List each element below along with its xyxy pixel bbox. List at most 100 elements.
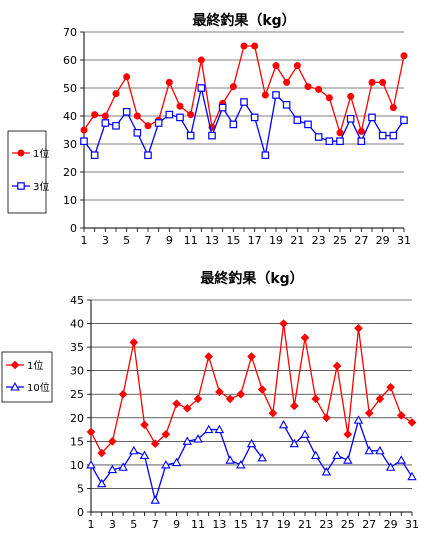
data-point-series-2 bbox=[112, 121, 120, 130]
y-tick-label: 0 bbox=[70, 222, 77, 235]
data-point-series-2 bbox=[80, 137, 88, 146]
data-point-series-1 bbox=[144, 122, 152, 130]
data-point-series-1 bbox=[133, 112, 141, 120]
data-point-series-1 bbox=[268, 408, 278, 418]
x-tick-label: 29 bbox=[384, 518, 398, 531]
data-point-series-2 bbox=[400, 116, 408, 125]
legend-swatch-marker bbox=[17, 149, 25, 157]
chart-title: 最終釣果（kg） bbox=[200, 270, 303, 287]
data-point-series-1 bbox=[204, 352, 214, 361]
x-tick-label: 13 bbox=[205, 234, 219, 247]
x-tick-label: 11 bbox=[191, 518, 205, 531]
data-point-series-1 bbox=[251, 42, 259, 50]
data-point-series-2 bbox=[150, 495, 160, 504]
x-tick-label: 17 bbox=[248, 234, 262, 247]
x-tick-label: 31 bbox=[397, 234, 411, 247]
x-tick-label: 7 bbox=[152, 518, 159, 531]
x-tick-label: 5 bbox=[123, 234, 130, 247]
x-tick-label: 21 bbox=[298, 518, 312, 531]
data-point-series-1 bbox=[379, 78, 387, 86]
data-point-series-2 bbox=[107, 464, 118, 474]
data-point-series-2 bbox=[346, 114, 355, 123]
data-point-series-1 bbox=[80, 126, 88, 134]
x-tick-label: 11 bbox=[184, 234, 198, 247]
x-tick-label: 1 bbox=[88, 518, 95, 531]
data-point-series-2 bbox=[218, 103, 227, 112]
data-point-series-2 bbox=[257, 452, 267, 462]
data-point-series-2 bbox=[122, 107, 131, 116]
y-tick-label: 70 bbox=[63, 26, 77, 39]
data-point-series-2 bbox=[86, 459, 96, 469]
legend-box bbox=[1, 351, 53, 403]
data-point-series-1 bbox=[322, 413, 331, 423]
x-tick-label: 15 bbox=[226, 234, 240, 247]
data-point-series-2 bbox=[261, 151, 270, 160]
data-point-series-1 bbox=[396, 411, 406, 420]
data-point-series-2 bbox=[368, 113, 376, 122]
y-tick-label: 15 bbox=[70, 435, 84, 448]
data-point-series-2 bbox=[90, 151, 99, 160]
y-tick-label: 30 bbox=[63, 138, 77, 151]
data-point-series-2 bbox=[197, 84, 206, 92]
data-point-series-2 bbox=[321, 467, 332, 476]
x-tick-label: 27 bbox=[362, 518, 376, 531]
data-point-series-2 bbox=[96, 478, 107, 488]
data-point-series-1 bbox=[215, 387, 224, 397]
data-point-series-2 bbox=[325, 137, 334, 146]
data-point-series-2 bbox=[343, 455, 353, 464]
x-tick-label: 1 bbox=[81, 234, 88, 247]
data-point-series-2 bbox=[250, 113, 259, 122]
data-point-series-1 bbox=[407, 418, 417, 427]
y-tick-label: 45 bbox=[70, 294, 84, 307]
y-tick-label: 5 bbox=[77, 482, 84, 495]
data-point-series-1 bbox=[97, 448, 107, 458]
data-point-series-2 bbox=[144, 151, 152, 160]
data-point-series-1 bbox=[389, 104, 397, 112]
y-tick-label: 20 bbox=[70, 412, 84, 425]
data-point-series-1 bbox=[325, 94, 333, 102]
data-point-series-2 bbox=[375, 445, 385, 455]
data-point-series-1 bbox=[343, 429, 353, 439]
data-point-series-2 bbox=[278, 419, 289, 429]
legend-label: 3位 bbox=[33, 180, 49, 193]
data-point-series-2 bbox=[182, 436, 193, 445]
data-point-series-1 bbox=[283, 78, 291, 86]
data-point-series-2 bbox=[407, 471, 417, 481]
data-point-series-1 bbox=[176, 102, 184, 110]
data-point-series-2 bbox=[289, 438, 300, 448]
data-point-series-1 bbox=[257, 385, 267, 394]
data-point-series-1 bbox=[161, 429, 171, 439]
data-point-series-1 bbox=[375, 394, 385, 404]
legend-box bbox=[7, 130, 47, 214]
data-point-series-1 bbox=[364, 408, 374, 418]
data-point-series-1 bbox=[91, 111, 99, 119]
data-point-series-2 bbox=[240, 98, 248, 106]
data-point-series-1 bbox=[315, 85, 323, 93]
data-point-series-1 bbox=[229, 83, 237, 91]
y-tick-label: 30 bbox=[70, 365, 84, 378]
data-point-series-1 bbox=[112, 90, 120, 98]
data-point-series-1 bbox=[368, 78, 376, 86]
y-tick-label: 50 bbox=[63, 82, 77, 95]
data-point-series-2 bbox=[272, 91, 280, 99]
y-tick-label: 40 bbox=[70, 318, 84, 331]
data-point-series-2 bbox=[304, 120, 312, 129]
data-point-series-1 bbox=[150, 439, 160, 448]
data-point-series-2 bbox=[385, 462, 396, 471]
data-point-series-1 bbox=[332, 361, 342, 371]
x-tick-label: 21 bbox=[290, 234, 304, 247]
data-point-series-2 bbox=[101, 119, 110, 127]
x-tick-label: 25 bbox=[333, 234, 347, 247]
legend-label: 10位 bbox=[27, 381, 50, 394]
x-tick-label: 25 bbox=[341, 518, 355, 531]
data-point-series-2 bbox=[208, 131, 216, 140]
y-tick-label: 0 bbox=[77, 506, 84, 519]
data-point-series-1 bbox=[236, 389, 246, 399]
data-point-series-1 bbox=[129, 338, 139, 347]
data-point-series-2 bbox=[129, 445, 139, 455]
data-point-series-2 bbox=[389, 131, 398, 140]
data-point-series-2 bbox=[225, 455, 235, 464]
legend-swatch-marker bbox=[10, 382, 20, 391]
data-point-series-1 bbox=[187, 111, 195, 119]
